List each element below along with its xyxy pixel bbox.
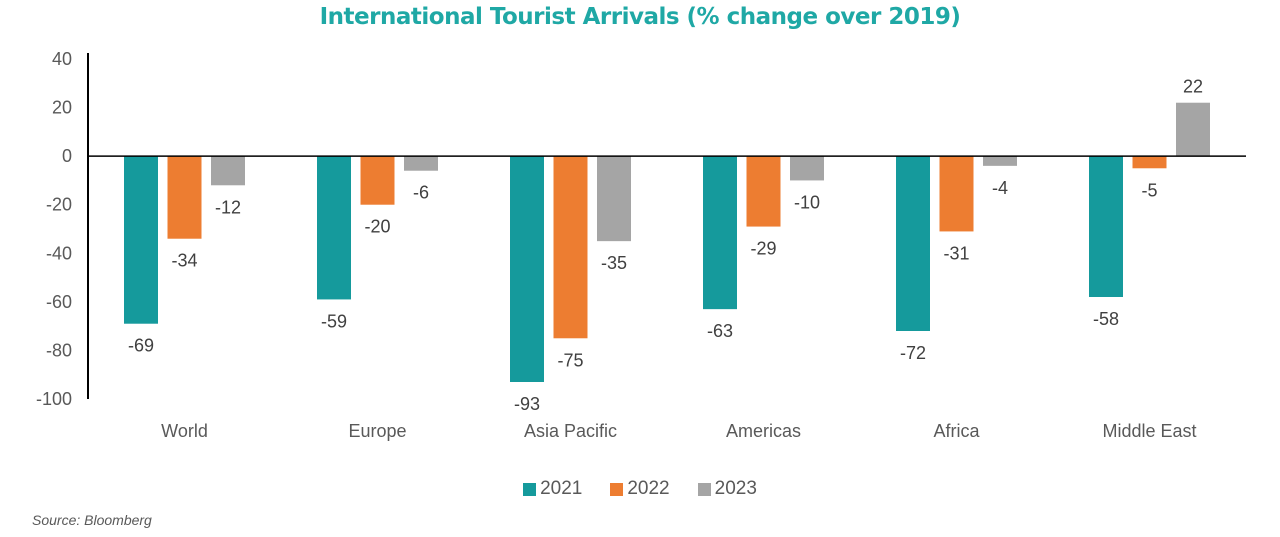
bar-2021-middle-east [1089,156,1123,297]
bar-2021-americas [703,156,737,310]
legend-label: 2022 [627,478,670,499]
y-tick-label: 40 [52,49,72,69]
data-label: -5 [1141,180,1157,200]
category-label: Africa [933,421,980,441]
bar-2022-asia-pacific [553,156,588,339]
bar-2021-europe [317,156,351,300]
data-label: -63 [707,321,733,341]
data-label: -34 [171,251,197,271]
data-label: -58 [1093,309,1119,329]
data-label: -72 [900,343,926,363]
data-label: -35 [601,253,627,273]
bar-2021-asia-pacific [510,156,544,382]
y-tick-label: -40 [46,243,72,263]
data-label: -75 [557,350,583,370]
bar-2023-middle-east [1176,102,1210,157]
bar-2023-africa [983,156,1017,166]
category-label: Asia Pacific [524,421,617,441]
y-tick-label: -20 [46,195,72,215]
data-label: -20 [364,217,390,237]
category-label: World [161,421,208,441]
bar-2023-world [211,156,245,186]
legend-swatch [610,482,624,496]
data-label: -69 [128,336,154,356]
legend-item: 2022 [610,478,670,500]
bar-2023-asia-pacific [597,156,631,242]
y-tick-label: -100 [36,389,72,409]
data-label: -6 [413,183,429,203]
bar-2022-africa [939,156,974,232]
data-label: -10 [794,192,820,212]
data-label: -59 [321,311,347,331]
bar-2021-africa [896,156,930,331]
bar-2023-europe [404,156,438,171]
bar-2021-world [124,156,158,324]
legend: 2021 2022 2023 [0,478,1280,500]
legend-swatch [523,482,537,496]
y-tick-label: -80 [46,340,72,360]
bar-2023-americas [790,156,824,181]
data-label: -93 [514,394,540,414]
bar-2022-americas [746,156,781,227]
y-tick-label: -60 [46,292,72,312]
chart-title: International Tourist Arrivals (% change… [319,4,961,30]
legend-label: 2021 [540,478,583,499]
y-tick-label: 0 [62,146,72,166]
legend-label: 2023 [714,478,757,499]
chart-plot: 40 20 0 -20 -40 -60 -80 -100 -69 -34 -12 -59 -20 -6 -… [36,49,1246,441]
bar-2022-middle-east [1132,156,1167,169]
category-label: Americas [726,421,801,441]
bar-2022-europe [360,156,395,205]
category-label: Europe [348,421,406,441]
data-label: -12 [215,197,241,217]
bar-2022-world [167,156,202,239]
source-note: Source: Bloomberg [32,512,152,528]
data-label: 22 [1183,77,1203,97]
data-label: -29 [750,239,776,259]
category-label: Middle East [1102,421,1196,441]
legend-item: 2023 [697,478,757,500]
legend-item: 2021 [523,478,582,500]
legend-swatch [697,482,711,496]
data-label: -4 [992,178,1008,198]
data-label: -31 [943,243,969,263]
y-tick-label: 20 [52,98,72,118]
